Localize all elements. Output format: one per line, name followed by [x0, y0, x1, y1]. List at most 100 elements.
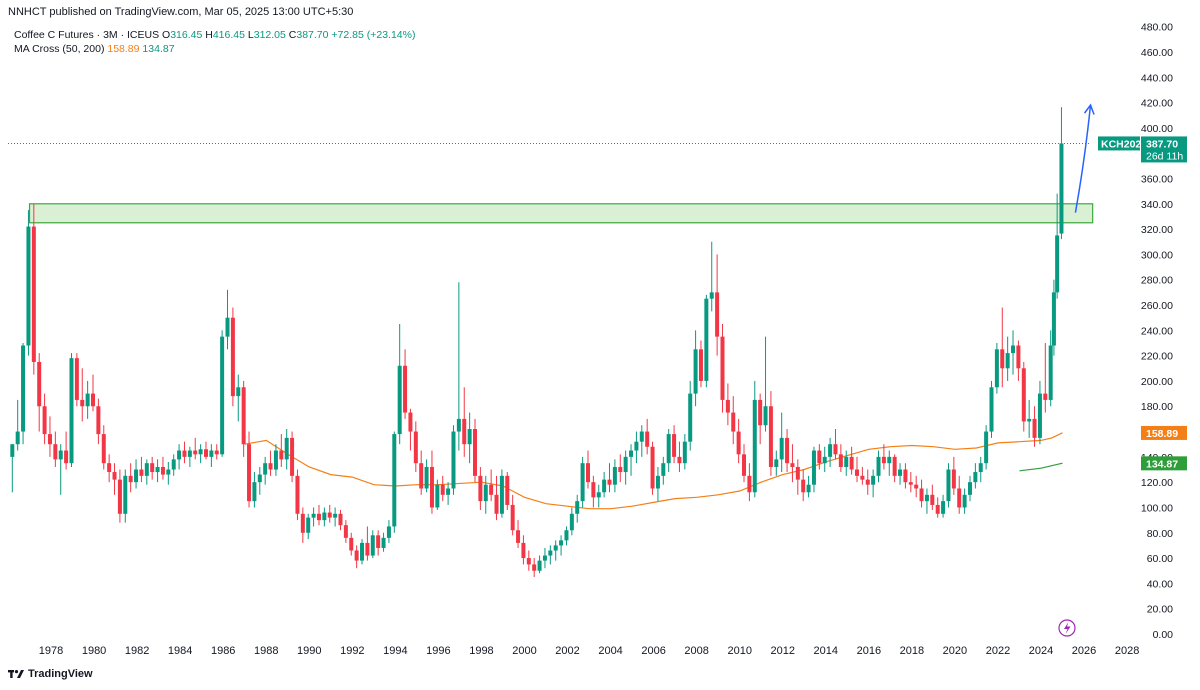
candle — [429, 450, 434, 514]
candle — [774, 450, 779, 476]
candle — [585, 450, 590, 489]
ma-legend-row[interactable]: MA Cross (50, 200) 158.89 134.87 — [14, 42, 415, 56]
price-axis[interactable]: 480.00460.00440.00420.00400.00380.00360.… — [1141, 22, 1173, 641]
candle — [419, 450, 424, 495]
candle-body — [74, 358, 79, 400]
last-price-countdown: 26d 11h — [1146, 150, 1183, 162]
candle-body — [446, 488, 451, 495]
candle-body — [623, 456, 628, 473]
candle-body — [828, 444, 833, 457]
candle-body — [80, 399, 85, 407]
projection-arrow-layer — [1074, 103, 1095, 213]
candle-body — [629, 450, 634, 457]
candle — [752, 380, 757, 498]
symbol-legend-row[interactable]: Coffee C Futures · 3M · ICEUS O316.45 H4… — [14, 28, 415, 42]
candle-body — [876, 456, 881, 476]
candle — [177, 444, 182, 470]
candle — [69, 353, 74, 467]
x-tick-label: 2018 — [900, 645, 924, 657]
candle-body — [967, 482, 972, 495]
candle-body — [69, 358, 74, 464]
x-tick-label: 2002 — [555, 645, 579, 657]
candle-body — [650, 446, 655, 489]
candle-body — [887, 456, 892, 464]
x-tick-label: 2014 — [814, 645, 838, 657]
candle — [365, 526, 370, 561]
candle — [451, 425, 456, 495]
candle-body — [456, 418, 461, 432]
candle-body — [263, 463, 268, 475]
candle-body — [704, 298, 709, 381]
x-tick-label: 2004 — [598, 645, 622, 657]
candle — [273, 444, 278, 476]
candle-body — [957, 488, 962, 508]
candle-body — [467, 429, 472, 445]
candle — [37, 353, 42, 432]
candle-body — [1037, 393, 1042, 438]
time-axis[interactable]: 1978 1980 1982 1984 1986 1988 1990 1992 1994 1996… — [39, 645, 1140, 657]
candle-body — [435, 484, 440, 508]
lightning-icon[interactable] — [1058, 619, 1076, 637]
candle-body — [855, 469, 859, 476]
candle-body — [585, 463, 590, 483]
candle — [924, 488, 929, 514]
tradingview-logo[interactable]: TradingView — [8, 668, 93, 680]
candle — [360, 539, 365, 565]
candle — [688, 380, 693, 451]
candle — [311, 507, 316, 527]
candle — [1059, 107, 1064, 240]
candle-body — [881, 456, 886, 464]
x-tick-label: 2022 — [986, 645, 1010, 657]
candle — [682, 434, 687, 470]
candle-body — [15, 431, 20, 445]
candle — [53, 431, 58, 467]
candle-body — [1048, 345, 1053, 400]
x-tick-label: 2006 — [641, 645, 665, 657]
candle-body — [994, 349, 999, 388]
candle — [935, 497, 940, 518]
candle — [403, 349, 408, 419]
candle-body — [31, 226, 36, 362]
candle-body — [333, 513, 338, 518]
candle — [408, 408, 413, 451]
candle-body — [225, 317, 230, 337]
candle — [629, 444, 634, 476]
candle — [333, 507, 338, 527]
candle — [370, 530, 375, 559]
candle-body — [553, 545, 558, 551]
candle — [580, 456, 585, 508]
close-value: 387.70 — [296, 29, 329, 41]
candle — [1051, 279, 1056, 356]
candle-body — [408, 412, 413, 432]
candle — [994, 342, 999, 394]
candle-body — [236, 387, 241, 397]
candle-body — [198, 449, 203, 455]
candle-body — [672, 434, 677, 457]
candle-body — [1021, 368, 1026, 422]
candle — [666, 429, 671, 473]
candle — [1037, 380, 1042, 445]
candle — [96, 398, 101, 445]
candle — [268, 450, 273, 476]
candle-body — [844, 456, 849, 467]
candle-body — [865, 479, 870, 485]
candle-body — [273, 450, 278, 470]
y-tick-label: 80.00 — [1147, 528, 1173, 540]
y-tick-label: 400.00 — [1141, 123, 1173, 135]
candle — [230, 307, 235, 407]
candle — [236, 374, 241, 422]
candle — [26, 210, 31, 356]
candle — [128, 463, 133, 493]
last-price-tag-bg — [1141, 136, 1187, 163]
x-tick-label: 2026 — [1072, 645, 1096, 657]
candle-body — [973, 472, 978, 483]
candle-body — [1011, 345, 1016, 354]
candle-body — [596, 492, 601, 498]
candle — [957, 475, 962, 514]
candle — [833, 429, 838, 460]
candle — [139, 456, 144, 483]
candle — [811, 446, 816, 493]
candle — [322, 507, 327, 527]
